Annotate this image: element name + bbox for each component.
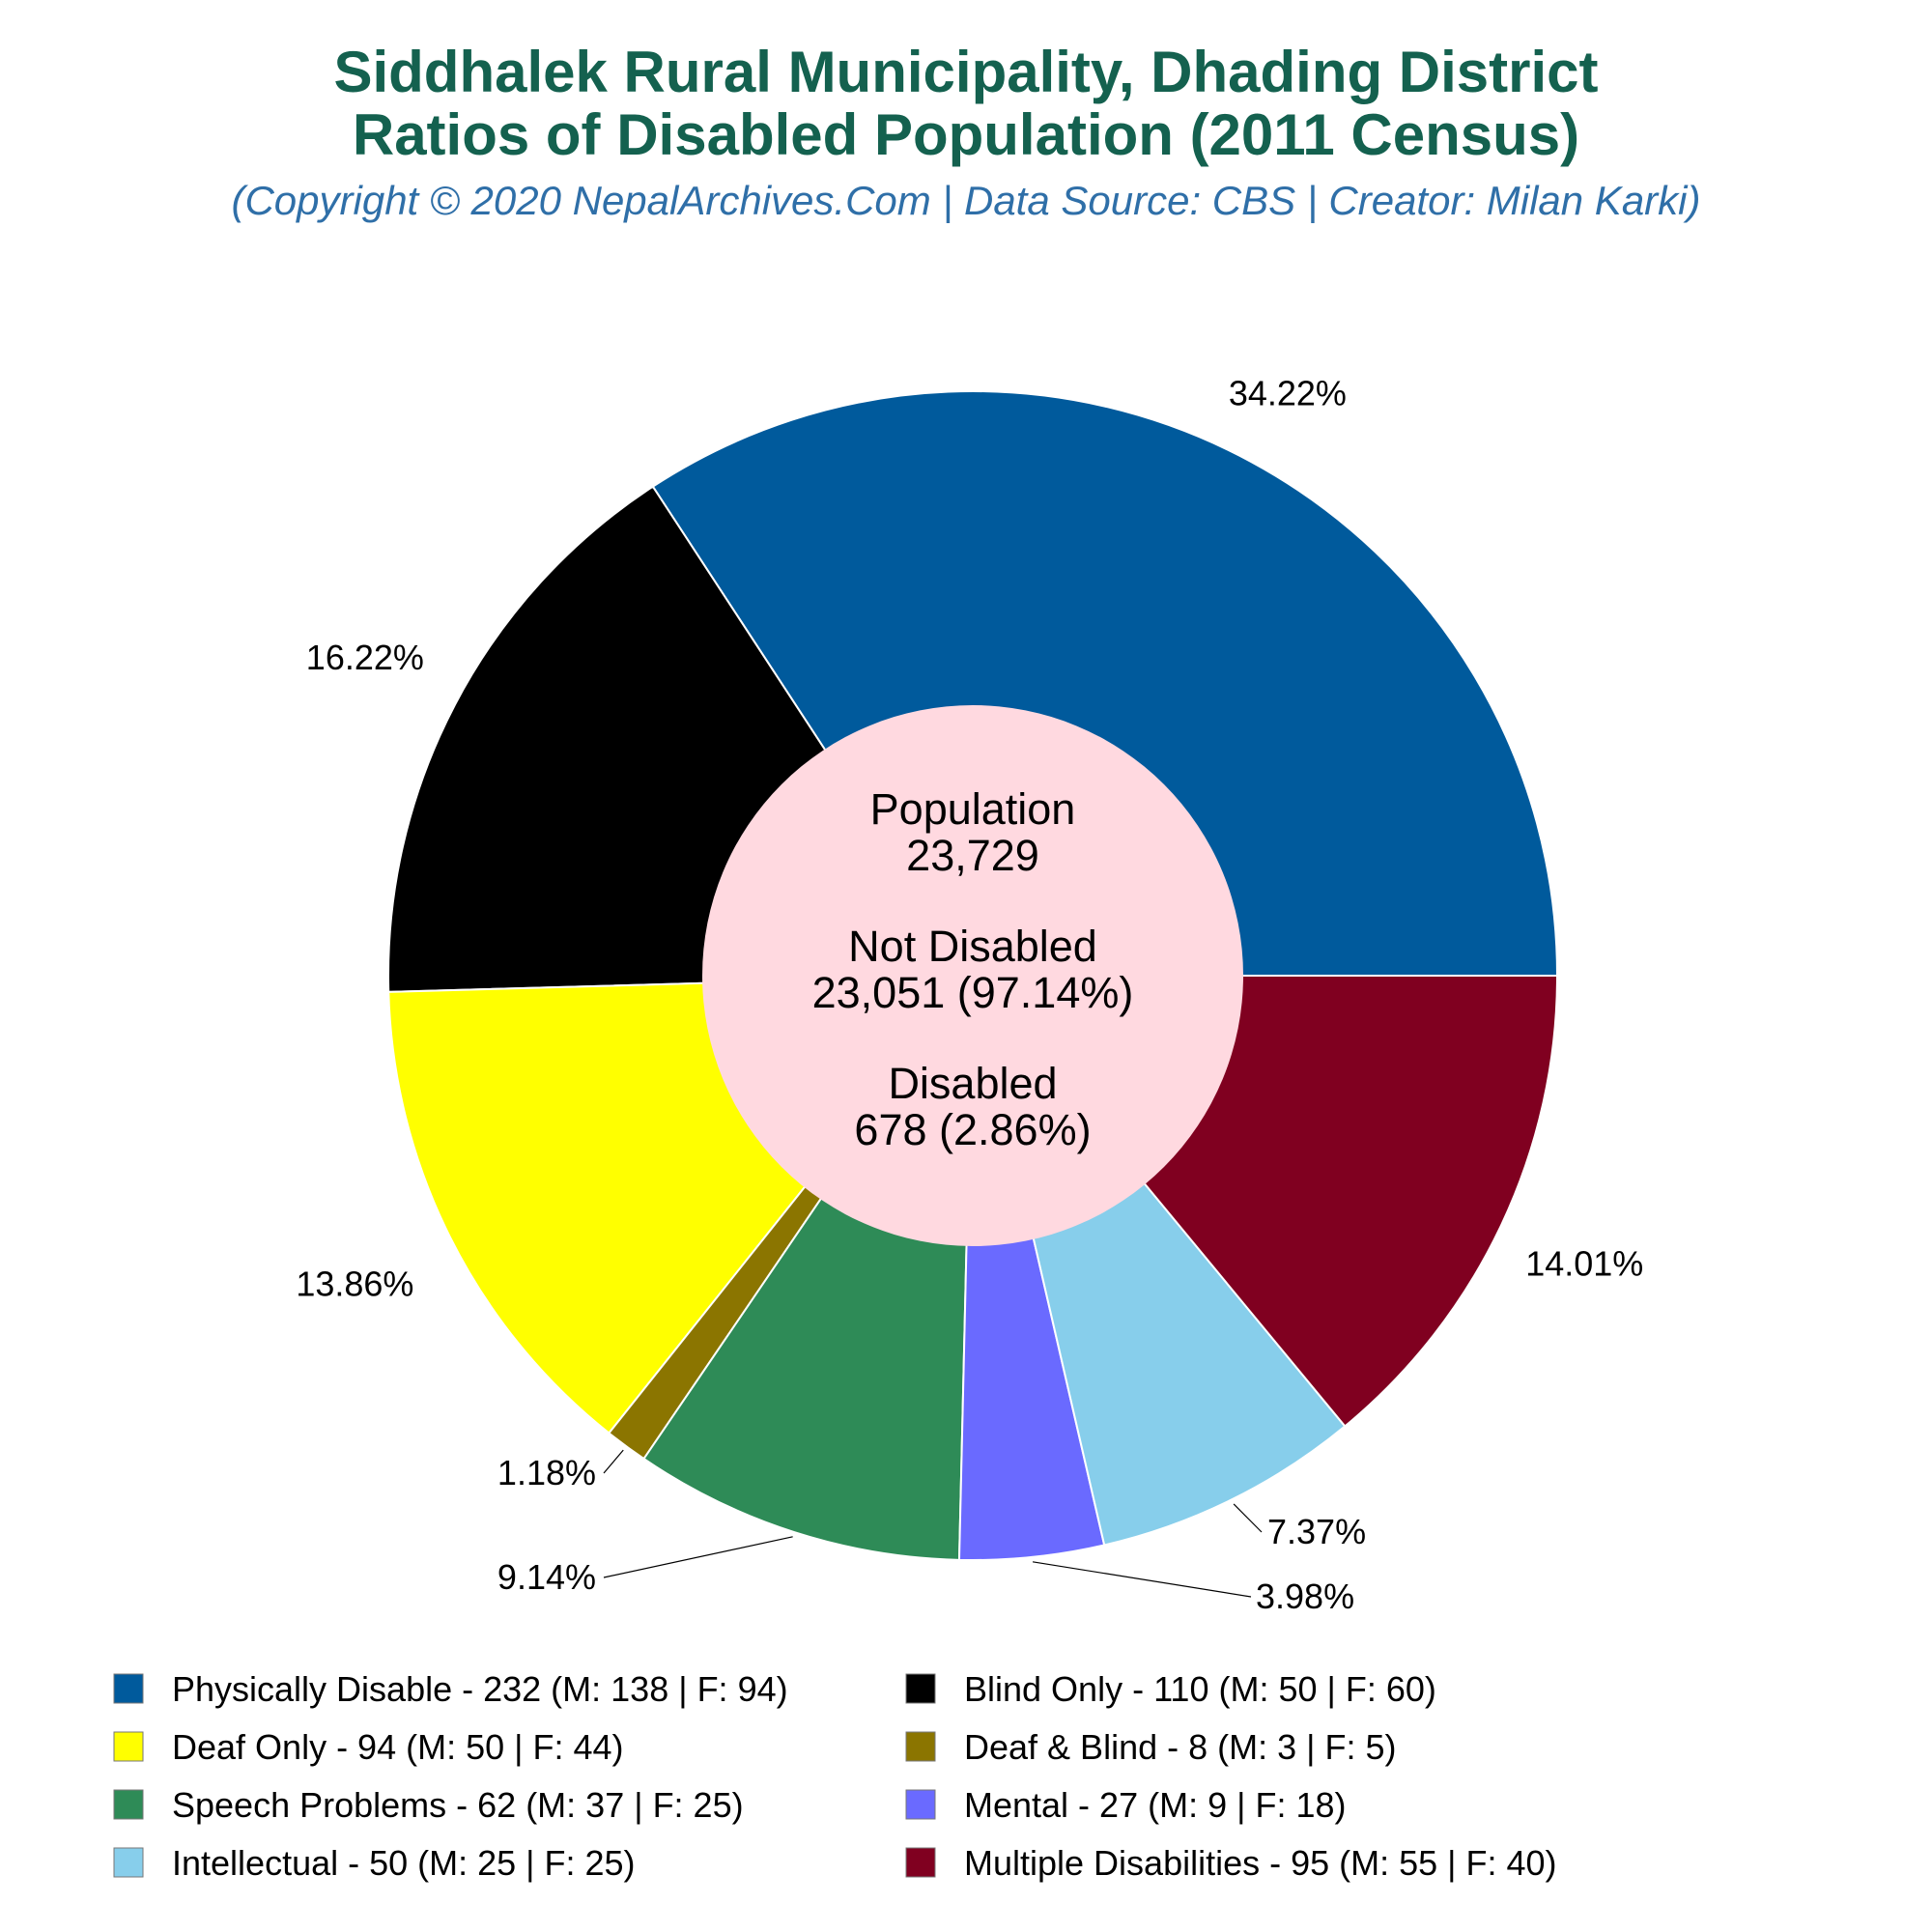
legend-swatch-mental [905, 1789, 936, 1820]
chart-subtitle: (Copyright © 2020 NepalArchives.Com | Da… [231, 178, 1700, 224]
leader-line-deaf-and-blind [603, 1449, 624, 1474]
legend-item-mental: Mental - 27 (M: 9 | F: 18) [905, 1785, 1346, 1825]
percent-label-speech-problems: 9.14% [497, 1557, 596, 1597]
percent-label-mental: 3.98% [1256, 1577, 1354, 1616]
chart-title-line1: Siddhalek Rural Municipality, Dhading Di… [333, 40, 1598, 104]
leader-line-speech-problems [603, 1536, 793, 1578]
percent-label-deaf-only: 13.86% [296, 1264, 413, 1304]
legend: Physically Disable - 232 (M: 138 | F: 94… [113, 1669, 1557, 1883]
percent-label-deaf-and-blind: 1.18% [497, 1453, 596, 1492]
legend-item-deaf-only: Deaf Only - 94 (M: 50 | F: 44) [113, 1727, 624, 1767]
legend-swatch-intellectual [113, 1847, 144, 1878]
legend-label-physically-disable: Physically Disable - 232 (M: 138 | F: 94… [172, 1669, 788, 1709]
legend-item-deaf-and-blind: Deaf & Blind - 8 (M: 3 | F: 5) [905, 1727, 1397, 1767]
percent-labels: 34.22% 16.22% 13.86% 1.18% 9.14% 3.98% 7.37% 14… [296, 373, 1643, 1616]
center-summary: Population 23,729 Not Disabled 23,051 (9… [812, 784, 1134, 1154]
percent-label-multiple-disabilities: 14.01% [1525, 1243, 1643, 1283]
legend-item-multiple-disabilities: Multiple Disabilities - 95 (M: 55 | F: 4… [905, 1843, 1557, 1883]
legend-label-blind-only: Blind Only - 110 (M: 50 | F: 60) [964, 1669, 1436, 1709]
chart-title-line2: Ratios of Disabled Population (2011 Cens… [353, 102, 1579, 167]
center-not-disabled-label: Not Disabled [848, 922, 1097, 971]
leader-line-intellectual [1233, 1503, 1263, 1533]
center-disabled-label: Disabled [888, 1059, 1057, 1108]
legend-swatch-multiple-disabilities [905, 1847, 936, 1878]
legend-swatch-physically-disable [113, 1673, 144, 1704]
legend-label-mental: Mental - 27 (M: 9 | F: 18) [964, 1785, 1346, 1825]
center-not-disabled-value: 23,051 (97.14%) [812, 968, 1134, 1017]
legend-item-intellectual: Intellectual - 50 (M: 25 | F: 25) [113, 1843, 636, 1883]
legend-swatch-deaf-only [113, 1731, 144, 1762]
legend-label-deaf-only: Deaf Only - 94 (M: 50 | F: 44) [172, 1727, 624, 1767]
legend-swatch-deaf-and-blind [905, 1731, 936, 1762]
center-population-label: Population [870, 784, 1076, 834]
center-circle [702, 705, 1243, 1246]
center-disabled-value: 678 (2.86%) [854, 1105, 1091, 1154]
percent-label-physically-disable: 34.22% [1229, 373, 1347, 412]
legend-label-speech-problems: Speech Problems - 62 (M: 37 | F: 25) [172, 1785, 744, 1825]
legend-item-speech-problems: Speech Problems - 62 (M: 37 | F: 25) [113, 1785, 744, 1825]
leader-line-mental [1032, 1561, 1252, 1598]
percent-label-intellectual: 7.37% [1267, 1512, 1366, 1551]
percent-label-blind-only: 16.22% [306, 638, 424, 677]
legend-label-deaf-and-blind: Deaf & Blind - 8 (M: 3 | F: 5) [964, 1727, 1397, 1767]
legend-swatch-blind-only [905, 1673, 936, 1704]
legend-item-physically-disable: Physically Disable - 232 (M: 138 | F: 94… [113, 1669, 788, 1709]
legend-label-intellectual: Intellectual - 50 (M: 25 | F: 25) [172, 1843, 636, 1883]
legend-label-multiple-disabilities: Multiple Disabilities - 95 (M: 55 | F: 4… [964, 1843, 1557, 1883]
legend-swatch-speech-problems [113, 1789, 144, 1820]
legend-item-blind-only: Blind Only - 110 (M: 50 | F: 60) [905, 1669, 1436, 1709]
center-population-value: 23,729 [906, 831, 1039, 880]
